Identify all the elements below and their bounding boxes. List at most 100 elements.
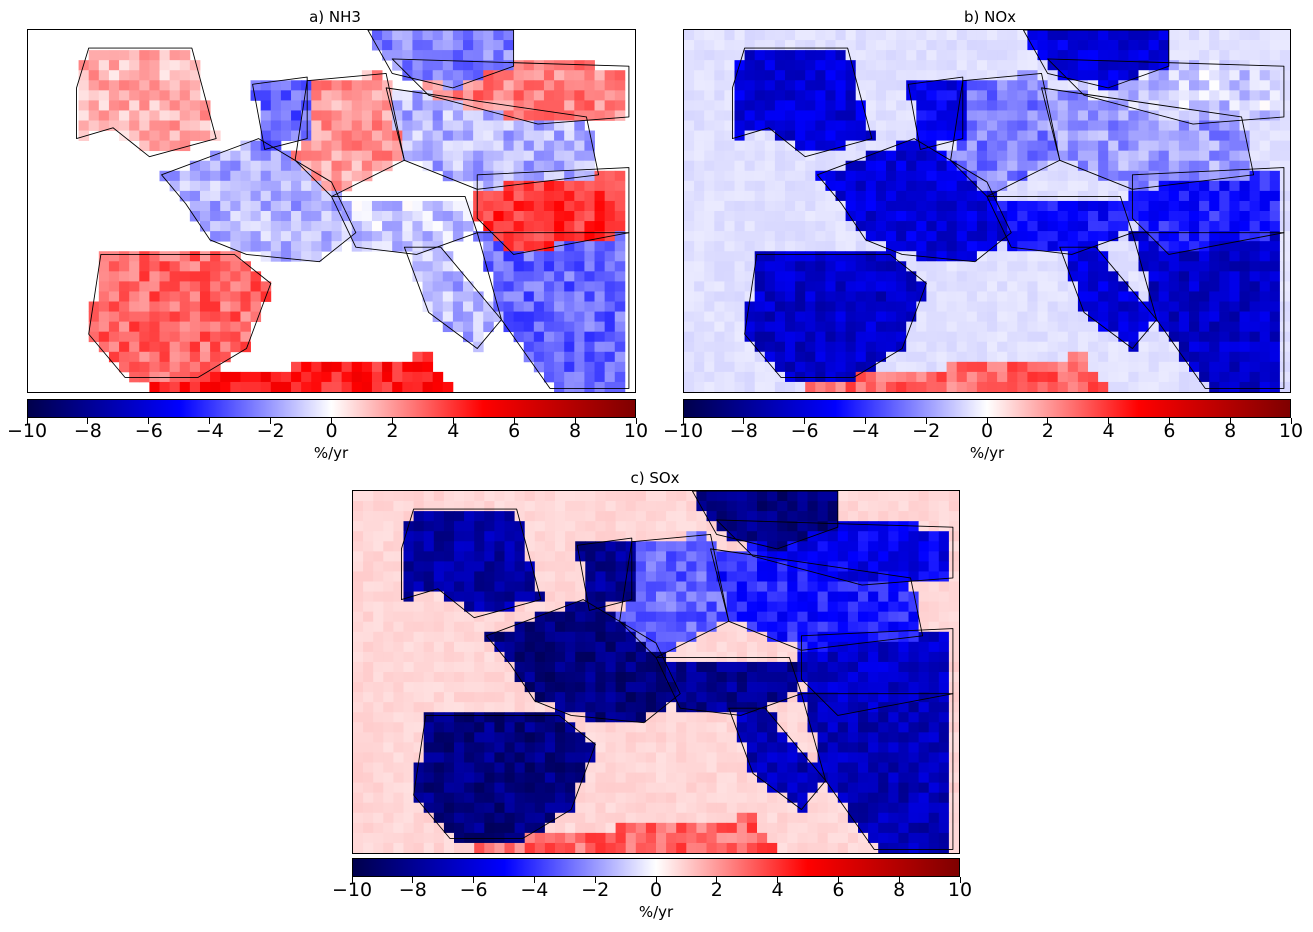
grid-cell: [474, 511, 485, 522]
grid-cell: [240, 261, 251, 272]
grid-cell: [614, 301, 626, 312]
grid-cell: [734, 241, 745, 252]
grid-cell: [220, 281, 231, 292]
grid-cell: [797, 611, 808, 623]
grid-cell: [784, 321, 796, 333]
grid-cell: [363, 631, 374, 643]
grid-cell: [694, 80, 705, 91]
grid-cell: [1027, 211, 1038, 222]
grid-cell: [189, 351, 201, 363]
grid-cell: [744, 271, 756, 282]
grid-cell: [565, 712, 576, 723]
grid-cell: [898, 661, 909, 673]
grid-cell: [868, 511, 879, 522]
grid-cell: [210, 221, 221, 232]
grid-cell: [554, 100, 565, 111]
grid-cell: [696, 692, 707, 703]
grid-cell: [825, 331, 836, 343]
grid-cell: [825, 30, 836, 41]
grid-cell: [1269, 200, 1281, 212]
grid-cell: [865, 110, 877, 121]
grid-cell: [938, 541, 950, 552]
grid-cell: [523, 180, 535, 192]
grid-cell: [565, 561, 576, 572]
grid-cell: [886, 241, 897, 252]
grid-cell: [1148, 170, 1160, 182]
grid-cell: [513, 80, 525, 91]
grid-cell: [393, 631, 404, 643]
grid-cell: [412, 40, 423, 51]
grid-cell: [736, 702, 748, 713]
grid-cell: [291, 100, 302, 111]
grid-cell: [464, 571, 475, 582]
grid-cell: [987, 130, 998, 142]
grid-cell: [210, 200, 221, 212]
grid-cell: [575, 672, 586, 683]
grid-cell: [1219, 130, 1230, 142]
grid-cell: [754, 150, 766, 162]
grid-cell: [393, 621, 404, 633]
grid-cell: [311, 221, 322, 232]
grid-cell: [948, 601, 959, 613]
grid-cell: [1098, 331, 1109, 343]
grid-cell: [503, 211, 514, 222]
grid-cell: [1168, 261, 1180, 272]
grid-cell: [1007, 200, 1018, 212]
grid-cell: [714, 231, 725, 242]
grid-cell: [635, 672, 647, 683]
grid-cell: [321, 130, 332, 142]
grid-cell: [321, 150, 332, 162]
grid-cell: [483, 241, 494, 252]
grid-cell: [585, 692, 596, 703]
grid-cell: [1259, 311, 1271, 323]
grid-cell: [331, 90, 343, 101]
grid-cell: [543, 281, 555, 292]
grid-cell: [896, 90, 907, 101]
grid-cell: [585, 722, 596, 733]
grid-cell: [754, 211, 766, 222]
grid-cell: [997, 281, 1008, 292]
grid-cell: [777, 702, 788, 713]
grid-cell: [1189, 70, 1200, 81]
grid-cell: [716, 611, 728, 623]
grid-cell: [946, 331, 958, 343]
grid-cell: [946, 30, 958, 41]
grid-cell: [898, 541, 909, 552]
grid-cell: [976, 120, 988, 131]
grid-cell: [361, 381, 373, 392]
grid-cell: [1138, 100, 1149, 111]
grid-cell: [956, 100, 968, 111]
grid-cell: [484, 712, 495, 723]
grid-cell: [724, 361, 735, 373]
grid-cell: [129, 90, 140, 101]
grid-cell: [635, 551, 647, 562]
grid-cell: [483, 301, 494, 312]
grid-cell: [666, 581, 677, 592]
grid-cell: [604, 200, 616, 212]
grid-cell: [1199, 110, 1210, 121]
grid-cell: [595, 661, 606, 673]
grid-cell: [726, 531, 738, 542]
grid-cell: [1259, 221, 1271, 232]
grid-cell: [1077, 251, 1089, 262]
grid-cell: [463, 130, 474, 142]
grid-cell: [815, 170, 826, 182]
grid-cell: [159, 361, 171, 373]
grid-cell: [1219, 80, 1230, 91]
grid-cell: [464, 611, 475, 623]
grid-cell: [523, 90, 535, 101]
grid-cell: [513, 321, 525, 333]
grid-cell: [604, 311, 616, 323]
grid-cell: [533, 150, 545, 162]
grid-cell: [635, 591, 647, 603]
grid-cell: [676, 702, 687, 713]
grid-cell: [614, 241, 626, 252]
grid-cell: [835, 40, 846, 51]
grid-cell: [868, 722, 879, 733]
grid-cell: [946, 190, 958, 202]
grid-cell: [817, 712, 829, 723]
grid-cell: [684, 80, 695, 91]
grid-cell: [1148, 30, 1160, 41]
grid-cell: [1027, 241, 1038, 252]
grid-cell: [614, 80, 626, 91]
